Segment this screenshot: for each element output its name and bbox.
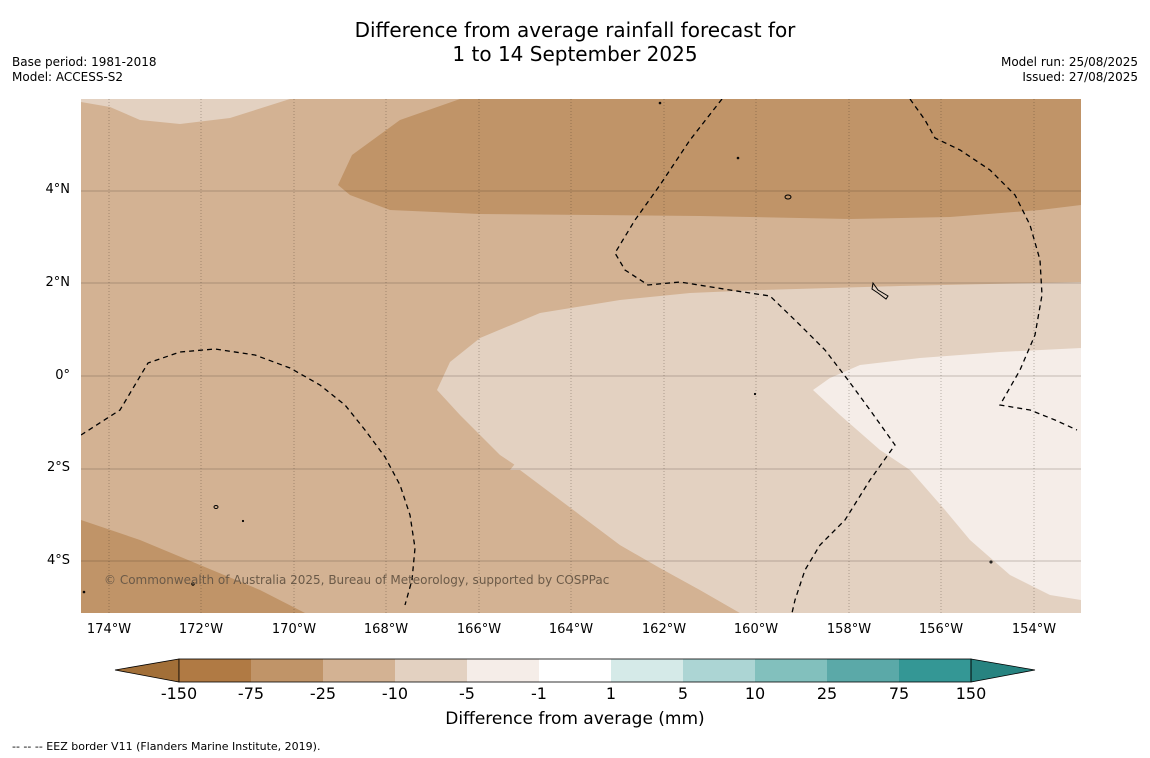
lon-label-160w: 160°W xyxy=(733,622,779,637)
eez-legend: -- -- -- EEZ border V11 (Flanders Marine… xyxy=(12,740,321,753)
island-dot-6 xyxy=(753,392,757,396)
lat-label-4s: 4°S xyxy=(46,553,70,568)
colorbar-tick: -25 xyxy=(309,684,337,703)
meta-left: Base period: 1981-2018 Model: ACCESS-S2 xyxy=(12,55,157,85)
colorbar-tick: -1 xyxy=(531,684,547,703)
copyright-notice: © Commonwealth of Australia 2025, Bureau… xyxy=(104,573,609,587)
colorbar-tick: 10 xyxy=(744,684,766,703)
eez-borders xyxy=(81,99,1078,613)
title-line-2: 1 to 14 September 2025 xyxy=(452,42,698,66)
colorbar-extend-low xyxy=(114,658,180,683)
island-dot-3 xyxy=(241,519,245,523)
region-north-minus-75 xyxy=(338,99,1081,219)
colorbar-extend-high xyxy=(970,658,1036,683)
island-dot-5 xyxy=(989,560,993,564)
colorbar-outline xyxy=(178,658,972,683)
colorbar-tick: -75 xyxy=(237,684,265,703)
islands xyxy=(82,101,993,594)
base-period: Base period: 1981-2018 xyxy=(12,55,157,69)
colorbar-swatch xyxy=(683,659,755,682)
colorbar-swatch xyxy=(899,659,971,682)
lon-label-156w: 156°W xyxy=(918,622,964,637)
colorbar-tick: 5 xyxy=(677,684,689,703)
region-northwest-minus-10 xyxy=(81,99,290,124)
colorbar-swatch xyxy=(323,659,395,682)
lon-label-158w: 158°W xyxy=(826,622,872,637)
island-dot-1 xyxy=(658,101,662,105)
graticule xyxy=(81,99,1081,613)
colorbar-tick: -10 xyxy=(381,684,409,703)
colorbar-swatch xyxy=(251,659,323,682)
colorbar xyxy=(114,658,1036,683)
island-west xyxy=(213,505,219,509)
colorbar-swatch xyxy=(539,659,611,682)
colorbar-swatch xyxy=(827,659,899,682)
lon-label-174w: 174°W xyxy=(86,622,132,637)
colorbar-tick: 25 xyxy=(816,684,838,703)
model-name: Model: ACCESS-S2 xyxy=(12,70,124,84)
issued-date: Issued: 27/08/2025 xyxy=(1022,70,1138,84)
lat-label-4n: 4°N xyxy=(45,182,71,197)
lon-label-164w: 164°W xyxy=(548,622,594,637)
lat-label-2s: 2°S xyxy=(46,460,70,475)
lat-label-0: 0° xyxy=(55,368,70,383)
lon-label-154w: 154°W xyxy=(1011,622,1057,637)
colorbar-tick: 150 xyxy=(955,684,987,703)
lon-label-172w: 172°W xyxy=(178,622,224,637)
island-dot-2 xyxy=(736,156,740,160)
eez-border-central xyxy=(614,99,896,613)
lon-label-162w: 162°W xyxy=(641,622,687,637)
lon-label-168w: 168°W xyxy=(363,622,409,637)
meta-right: Model run: 25/08/2025 Issued: 27/08/2025 xyxy=(1001,55,1138,85)
island-dot-7 xyxy=(82,590,86,594)
lon-label-170w: 170°W xyxy=(271,622,317,637)
lat-label-2n: 2°N xyxy=(45,275,71,290)
island-dot-4 xyxy=(191,582,195,586)
colorbar-title: Difference from average (mm) xyxy=(445,709,705,729)
eez-border-west xyxy=(81,348,416,606)
colorbar-tick: 1 xyxy=(605,684,617,703)
colorbar-swatch xyxy=(467,659,539,682)
map-title: Difference from average rainfall forecas… xyxy=(0,18,1150,66)
colorbar-tick: -150 xyxy=(160,684,198,703)
region-southwest-minus-75 xyxy=(81,520,305,613)
lon-label-166w: 166°W xyxy=(456,622,502,637)
colorbar-swatch xyxy=(755,659,827,682)
colorbar-swatch xyxy=(179,659,251,682)
eez-border-east xyxy=(909,99,1078,431)
colorbar-tick: -5 xyxy=(459,684,475,703)
colorbar-swatch xyxy=(611,659,683,682)
model-run: Model run: 25/08/2025 xyxy=(1000,55,1138,69)
rainfall-map: © Commonwealth of Australia 2025, Bureau… xyxy=(81,99,1081,613)
title-line-1: Difference from average rainfall forecas… xyxy=(354,18,796,42)
island-north xyxy=(784,194,792,200)
island-kiritimati xyxy=(871,281,889,300)
colorbar-tick: 75 xyxy=(888,684,910,703)
colorbar-swatch xyxy=(395,659,467,682)
region-east-minus-5 xyxy=(813,348,1081,600)
